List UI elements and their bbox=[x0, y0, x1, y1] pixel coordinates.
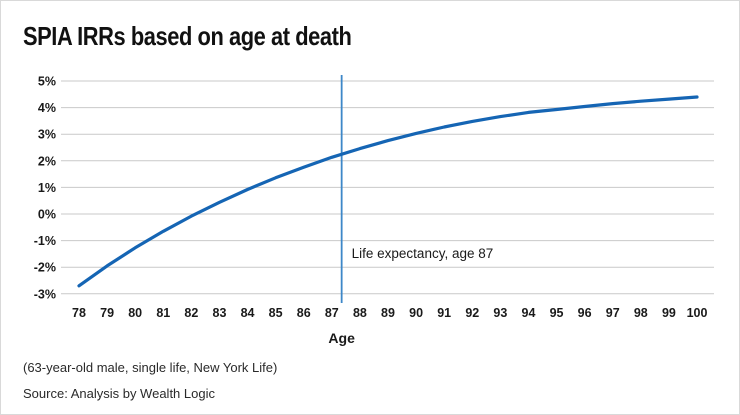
life-expectancy-label: Life expectancy, age 87 bbox=[351, 246, 494, 261]
x-tick-label: 84 bbox=[241, 306, 255, 320]
x-tick-label: 94 bbox=[522, 306, 536, 320]
x-tick-label: 79 bbox=[100, 306, 114, 320]
x-tick-label: 88 bbox=[353, 306, 367, 320]
y-tick-label: -3% bbox=[34, 287, 56, 301]
x-tick-label: 96 bbox=[578, 306, 592, 320]
y-tick-label: 4% bbox=[38, 101, 56, 115]
chart-footnote: (63-year-old male, single life, New York… bbox=[23, 360, 278, 375]
y-tick-label: -1% bbox=[34, 234, 56, 248]
x-axis-title: Age bbox=[328, 330, 355, 346]
x-tick-label: 91 bbox=[437, 306, 451, 320]
x-tick-label: 100 bbox=[687, 306, 708, 320]
x-tick-label: 92 bbox=[465, 306, 479, 320]
x-tick-label: 93 bbox=[493, 306, 507, 320]
x-tick-label: 86 bbox=[297, 306, 311, 320]
y-tick-label: 3% bbox=[38, 128, 56, 142]
page-title: SPIA IRRs based on age at death bbox=[23, 21, 352, 51]
y-tick-label: 2% bbox=[38, 154, 56, 168]
x-tick-label: 95 bbox=[550, 306, 564, 320]
x-tick-label: 90 bbox=[409, 306, 423, 320]
source-credit: Source: Analysis by Wealth Logic bbox=[23, 386, 215, 401]
y-tick-label: 5% bbox=[38, 75, 56, 89]
x-tick-label: 81 bbox=[156, 306, 170, 320]
x-tick-label: 83 bbox=[213, 306, 227, 320]
x-tick-label: 98 bbox=[634, 306, 648, 320]
x-tick-label: 99 bbox=[662, 306, 676, 320]
x-tick-label: 85 bbox=[269, 306, 283, 320]
x-tick-label: 89 bbox=[381, 306, 395, 320]
x-tick-label: 80 bbox=[128, 306, 142, 320]
x-tick-label: 78 bbox=[72, 306, 86, 320]
x-tick-label: 97 bbox=[606, 306, 620, 320]
y-tick-label: 0% bbox=[38, 208, 56, 222]
x-tick-label: 82 bbox=[184, 306, 198, 320]
y-tick-label: -2% bbox=[34, 261, 56, 275]
y-tick-label: 1% bbox=[38, 181, 56, 195]
irr-curve bbox=[77, 95, 699, 288]
x-tick-label: 87 bbox=[325, 306, 339, 320]
